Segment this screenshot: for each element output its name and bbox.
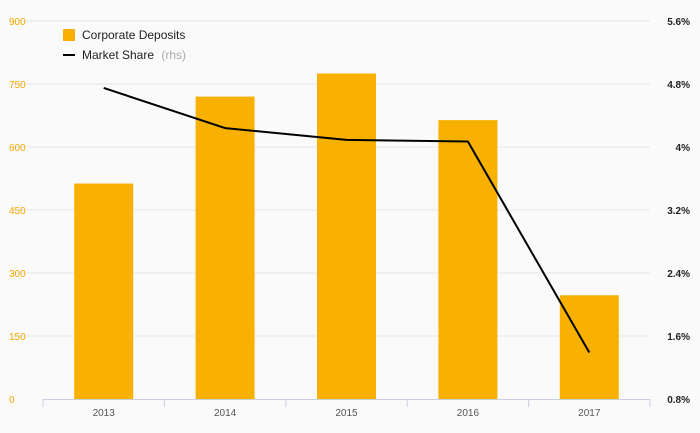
right-axis-tick-label: 3.2% <box>667 206 690 217</box>
left-axis-tick-label: 750 <box>9 80 26 91</box>
legend-line-name: Market Share <box>82 48 154 62</box>
left-axis-tick-label: 900 <box>9 17 26 28</box>
line-series <box>103 86 591 354</box>
right-axis-tick-label: 2.4% <box>667 269 690 280</box>
legend-label-line: Market Share (rhs) <box>82 48 186 62</box>
bar-2016 <box>438 120 498 400</box>
bar-series <box>74 73 619 400</box>
right-axis-tick-label: 1.6% <box>667 332 690 343</box>
bar-2013 <box>74 183 134 399</box>
x-axis-tick-label: 2013 <box>93 408 116 419</box>
x-axis-tick-label: 2015 <box>335 408 358 419</box>
legend: Corporate Deposits Market Share (rhs) <box>63 28 186 62</box>
axes: 900 750 600 450 300 150 0 5.6% 4.8% 4% 3.2% 2.4% 1.6… <box>9 17 690 419</box>
right-axis-tick-label: 5.6% <box>667 17 690 28</box>
legend-swatch-bar <box>63 29 75 41</box>
x-axis-tick-label: 2014 <box>214 408 237 419</box>
left-axis-tick-label: 150 <box>9 332 26 343</box>
left-axis-tick-label: 0 <box>9 395 15 406</box>
right-axis-tick-label: 4% <box>676 143 691 154</box>
bar-2014 <box>195 96 255 399</box>
bar-2015 <box>317 73 376 399</box>
right-axis-tick-label: 0.8% <box>667 395 690 406</box>
legend-label-bar: Corporate Deposits <box>82 28 185 42</box>
x-axis-tick-label: 2017 <box>578 408 601 419</box>
x-axis-tick-label: 2016 <box>457 408 480 419</box>
left-axis-tick-label: 600 <box>9 143 26 154</box>
right-axis-tick-label: 4.8% <box>667 80 690 91</box>
legend-line-suffix: (rhs) <box>161 48 186 62</box>
bar-2017 <box>559 295 619 399</box>
left-axis-tick-label: 300 <box>9 269 26 280</box>
left-axis-tick-label: 450 <box>9 206 26 217</box>
